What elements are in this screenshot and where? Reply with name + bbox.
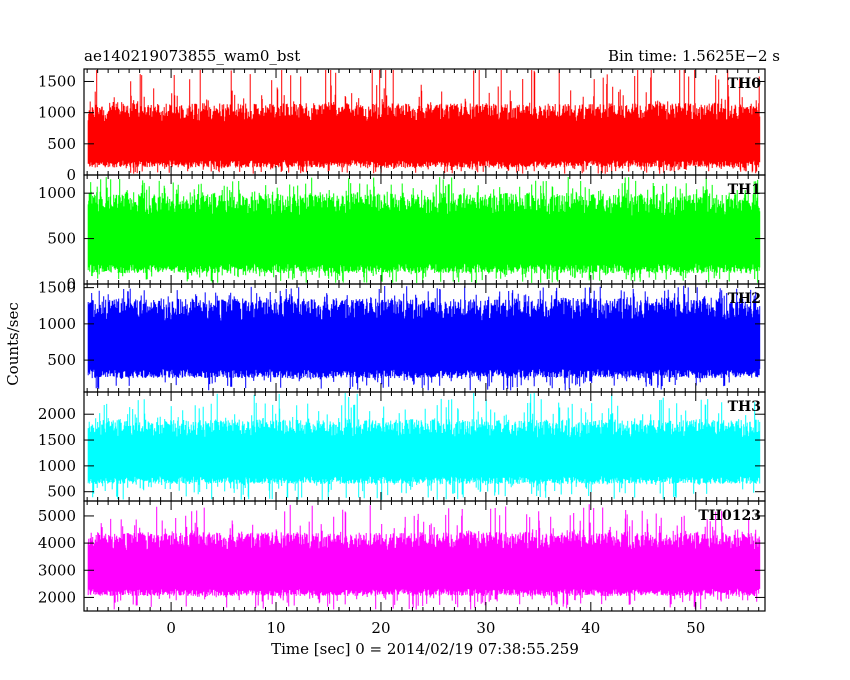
y-tick-label: 1000 <box>38 457 76 475</box>
y-tick-label: 1500 <box>38 279 76 297</box>
x-tick-label: 10 <box>266 619 285 637</box>
series-trace-th2 <box>87 285 761 391</box>
x-tick-label: 20 <box>371 619 390 637</box>
panel-th1: TH1 0 500 1000 <box>38 174 766 293</box>
series-trace-th0 <box>87 70 761 174</box>
panel-name-label: TH2 <box>728 291 761 307</box>
y-tick-label: 500 <box>47 483 76 501</box>
panel-name-label: TH1 <box>728 182 761 198</box>
chart-title-left: ae140219073855_wam0_bst <box>84 47 300 65</box>
y-tick-label: 4000 <box>38 534 76 552</box>
y-tick-label: 1000 <box>38 104 76 122</box>
panels-group: TH0 0 500 1000 1500 TH1 0 500 1000 TH2 500 1000 1500… <box>38 68 766 612</box>
y-tick-label: 0 <box>66 166 76 184</box>
panel-th0123: TH0123 2000 3000 4000 5000 <box>38 500 766 612</box>
y-tick-label: 5000 <box>38 507 76 525</box>
y-tick-label: 3000 <box>38 561 76 579</box>
y-tick-label: 1500 <box>38 431 76 449</box>
y-axis-label: Counts/sec <box>4 302 22 386</box>
panel-th2: TH2 500 1000 1500 <box>38 279 766 393</box>
y-tick-label: 500 <box>47 351 76 369</box>
x-axis: 0 10 20 30 40 50 <box>166 619 705 637</box>
chart-title-right: Bin time: 1.5625E−2 s <box>608 47 780 65</box>
y-tick-label: 2000 <box>38 405 76 423</box>
series-trace-th0123 <box>87 504 761 610</box>
y-tick-label: 500 <box>47 135 76 153</box>
y-tick-label: 1000 <box>38 184 76 202</box>
x-tick-label: 50 <box>686 619 705 637</box>
series-trace-th3 <box>87 393 761 500</box>
y-tick-label: 2000 <box>38 588 76 606</box>
panel-th0: TH0 0 500 1000 1500 <box>38 68 766 184</box>
y-tick-label: 500 <box>47 230 76 248</box>
panel-name-label: TH0 <box>728 76 762 92</box>
y-tick-label: 1500 <box>38 72 76 90</box>
x-tick-label: 0 <box>166 619 176 637</box>
panel-name-label: TH3 <box>728 399 761 415</box>
y-tick-label: 0 <box>66 275 76 293</box>
panel-frame <box>83 500 766 612</box>
series-trace-th1 <box>87 177 761 283</box>
y-tick-label: 1000 <box>38 315 76 333</box>
panel-name-label: TH0123 <box>698 508 761 524</box>
x-tick-label: 40 <box>581 619 600 637</box>
x-axis-label: Time [sec] 0 = 2014/02/19 07:38:55.259 <box>271 640 579 658</box>
panel-th3: TH3 500 1000 1500 2000 <box>38 391 766 502</box>
x-tick-label: 30 <box>476 619 495 637</box>
